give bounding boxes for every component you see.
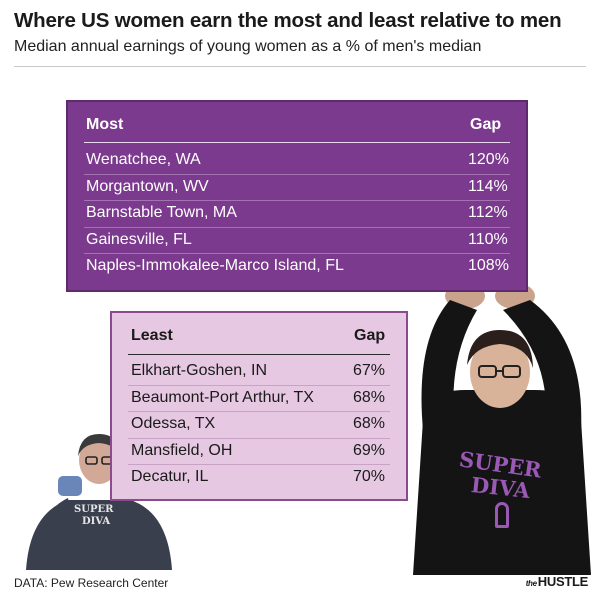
city-name: Elkhart-Goshen, IN (131, 362, 268, 379)
header-underline (128, 354, 390, 355)
city-name: Odessa, TX (131, 415, 216, 433)
gap-value: 110% (468, 230, 508, 248)
least-table: Least Gap Elkhart-Goshen, IN 67% Beaumon… (110, 311, 408, 501)
left-person-image: SUPER DIVA (8, 428, 188, 570)
city-name: Wenatchee, WA (86, 151, 201, 168)
most-table-rows: Wenatchee, WA 120% Morgantown, WV 114% B… (68, 148, 526, 281)
header-underline (84, 142, 510, 143)
gap-value: 112% (468, 204, 508, 221)
brand-logo: theHUSTLE (525, 574, 589, 589)
gap-value: 69% (353, 441, 386, 459)
table-row: Morgantown, WV 114% (68, 175, 526, 201)
brand-name: HUSTLE (537, 574, 589, 589)
table-row: Odessa, TX 68% (112, 412, 406, 439)
table-row: Decatur, IL 70% (112, 465, 406, 492)
row-divider (84, 200, 510, 201)
gap-value: 108% (468, 257, 509, 274)
gap-value: 68% (353, 415, 386, 433)
right-person-image: SUPER DIVA (395, 280, 600, 575)
row-divider (84, 173, 510, 175)
city-name: Morgantown, WV (86, 177, 209, 195)
table-row: Mansfield, OH 69% (112, 439, 406, 466)
row-divider (128, 411, 390, 413)
gap-value: 114% (468, 177, 508, 195)
data-source: DATA: Pew Research Center (14, 576, 169, 590)
most-table: Most Gap Wenatchee, WA 120% Morgantown, … (66, 100, 528, 292)
brand-prefix: the (525, 579, 537, 588)
gap-column-header: Gap (470, 116, 502, 133)
row-divider (128, 384, 390, 386)
chart-subtitle: Median annual earnings of young women as… (14, 38, 482, 55)
table-row: Naples-Immokalee-Marco Island, FL 108% (68, 254, 526, 281)
left-shirt-text-line1: SUPER (74, 504, 114, 515)
left-shirt-text-line2: DIVA (82, 516, 111, 527)
least-column-header: Least (131, 327, 173, 344)
table-row: Beaumont-Port Arthur, TX 68% (112, 386, 406, 413)
city-name: Naples-Immokalee-Marco Island, FL (86, 257, 344, 274)
city-name: Beaumont-Port Arthur, TX (131, 388, 314, 406)
city-name: Mansfield, OH (131, 441, 233, 459)
ribbon-icon (495, 502, 509, 528)
most-column-header: Most (86, 116, 124, 133)
table-row: Wenatchee, WA 120% (68, 148, 526, 175)
header-divider (14, 66, 586, 67)
row-divider (128, 464, 390, 466)
gap-value: 70% (353, 468, 386, 486)
chart-title: Where US women earn the most and least r… (14, 9, 562, 32)
table-row: Barnstable Town, MA 112% (68, 201, 526, 228)
row-divider (84, 253, 510, 254)
gap-value: 67% (353, 362, 386, 379)
row-divider (84, 226, 510, 228)
gap-column-header: Gap (354, 327, 386, 344)
table-row: Elkhart-Goshen, IN 67% (112, 359, 406, 386)
city-name: Barnstable Town, MA (86, 204, 237, 221)
city-name: Decatur, IL (131, 468, 209, 486)
gap-value: 68% (353, 388, 386, 406)
city-name: Gainesville, FL (86, 230, 192, 248)
table-row: Gainesville, FL 110% (68, 228, 526, 254)
row-divider (128, 437, 390, 439)
least-table-rows: Elkhart-Goshen, IN 67% Beaumont-Port Art… (112, 359, 406, 492)
gap-value: 120% (468, 151, 509, 168)
